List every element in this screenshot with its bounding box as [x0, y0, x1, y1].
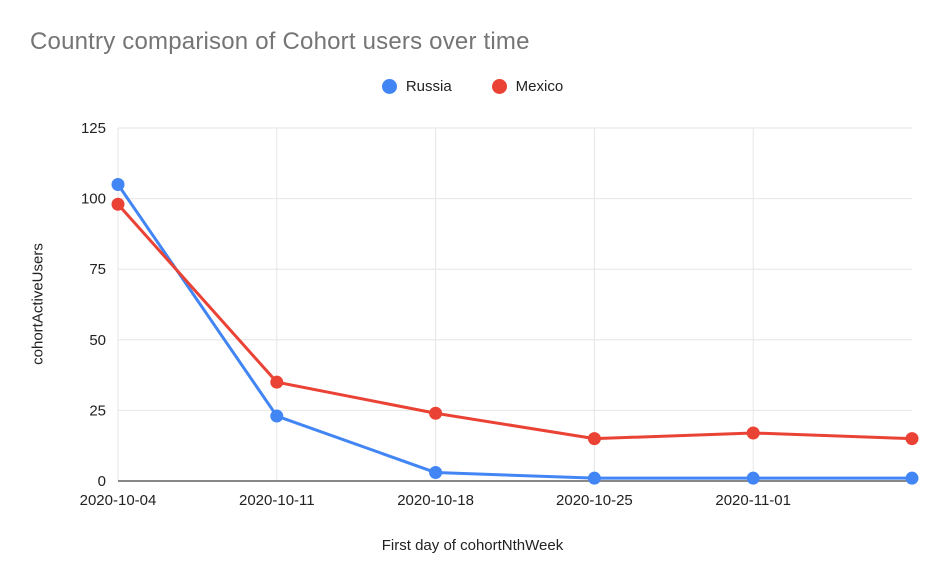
chart-title: Country comparison of Cohort users over …	[30, 28, 530, 55]
x-axis-title: First day of cohortNthWeek	[381, 537, 564, 554]
data-point-russia	[587, 471, 601, 485]
x-tick-label: 2020-10-11	[239, 492, 315, 509]
data-point-mexico	[429, 406, 443, 420]
chart-legend: Russia Mexico	[0, 78, 945, 95]
legend-item-russia: Russia	[381, 78, 452, 95]
line-chart-plot: 2020-10-04 2020-10-11 2020-10-18 2020-10-25…	[80, 120, 919, 509]
data-point-russia	[905, 471, 919, 485]
y-tick-label: 100	[81, 191, 106, 208]
data-point-russia	[746, 471, 760, 485]
data-point-mexico	[270, 375, 284, 389]
legend-label-mexico: Mexico	[515, 78, 564, 95]
data-point-russia	[111, 177, 125, 191]
y-tick-label: 50	[89, 332, 106, 349]
y-tick-label: 125	[81, 120, 106, 137]
x-tick-label: 2020-10-18	[397, 492, 474, 509]
x-tick-label: 2020-10-04	[80, 492, 157, 509]
data-point-mexico	[905, 432, 919, 446]
y-tick-label: 25	[89, 402, 106, 419]
legend-dot-russia	[381, 79, 397, 94]
data-point-mexico	[111, 197, 125, 211]
legend-dot-mexico	[491, 79, 507, 94]
legend-item-mexico: Mexico	[491, 78, 564, 95]
data-point-mexico	[587, 432, 601, 446]
x-tick-label: 2020-10-25	[556, 492, 633, 509]
data-point-mexico	[746, 426, 760, 440]
y-tick-label: 75	[89, 261, 106, 278]
series-line-russia	[116, 183, 912, 480]
y-tick-label: 0	[98, 473, 106, 490]
x-tick-label: 2020-11-01	[715, 492, 791, 509]
series-line-mexico	[116, 203, 913, 441]
data-point-russia	[270, 409, 284, 423]
legend-label-russia: Russia	[405, 78, 452, 95]
data-point-russia	[429, 466, 443, 480]
